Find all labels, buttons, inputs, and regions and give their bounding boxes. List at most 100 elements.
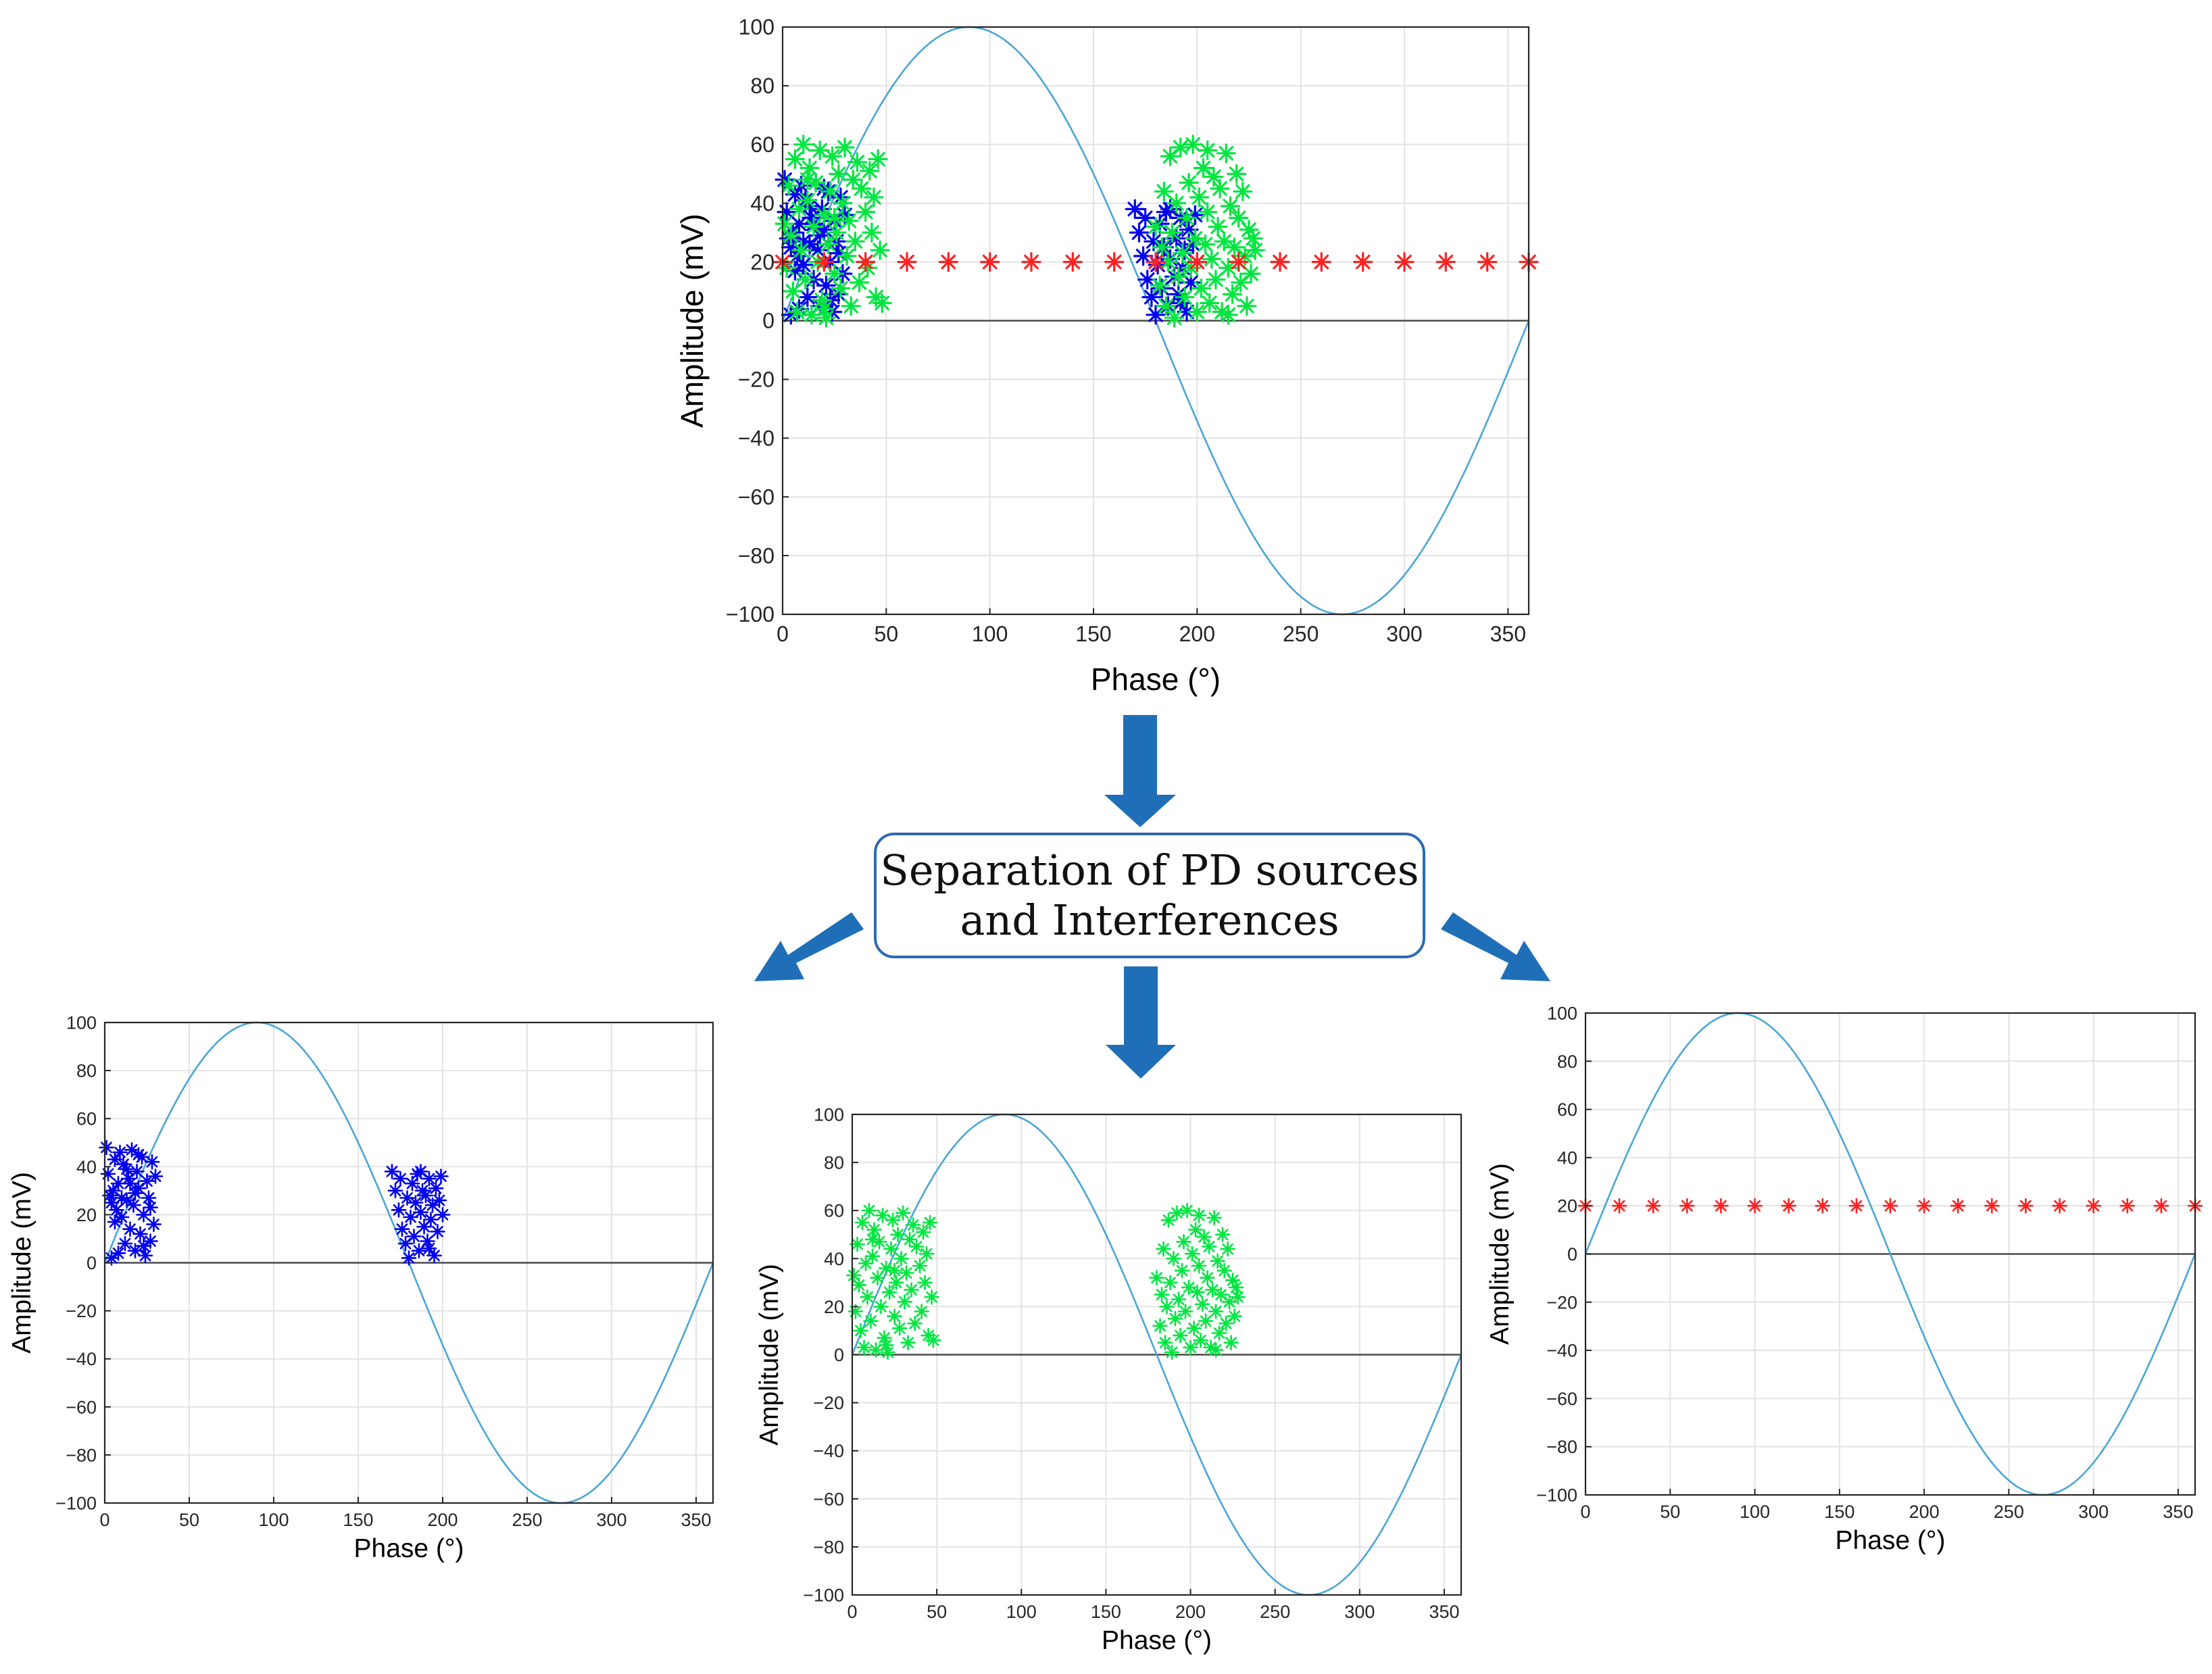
- data-point-blue: [422, 1241, 436, 1255]
- data-point-green: [871, 241, 889, 259]
- data-point-green: [1238, 297, 1256, 315]
- data-point-blue: [435, 1170, 448, 1183]
- data-point-green: [799, 171, 816, 189]
- data-point-blue: [132, 1148, 145, 1162]
- data-point-green: [857, 203, 875, 221]
- data-point-green: [900, 1266, 913, 1280]
- data-point-blue: [419, 1189, 433, 1202]
- data-point-green: [1228, 1310, 1242, 1323]
- x-tick-label: 200: [427, 1510, 458, 1530]
- data-point-green: [1234, 182, 1252, 200]
- data-point-green: [1165, 1346, 1179, 1359]
- y-tick-label: −40: [1546, 1341, 1577, 1361]
- data-point-red: [1188, 253, 1206, 271]
- data-point-green: [1244, 230, 1262, 247]
- x-tick-label: 150: [343, 1510, 373, 1530]
- data-point-green: [848, 153, 866, 171]
- y-tick-label: −60: [1546, 1389, 1577, 1409]
- data-point-red: [1646, 1199, 1660, 1212]
- data-point-red: [1064, 253, 1081, 271]
- data-point-green: [1229, 1281, 1243, 1294]
- y-tick-label: 80: [750, 74, 775, 98]
- y-tick-label: −60: [738, 485, 775, 509]
- separation-box-line-2: and Interferences: [960, 895, 1340, 945]
- data-point-green: [1147, 218, 1164, 236]
- data-point-green: [918, 1276, 932, 1289]
- data-point-green: [1202, 1240, 1216, 1254]
- y-tick-label: 40: [1557, 1148, 1577, 1168]
- data-point-blue: [433, 1193, 446, 1207]
- y-tick-label: 60: [76, 1109, 97, 1129]
- data-point-green: [863, 224, 881, 241]
- y-tick-label: −20: [1546, 1292, 1577, 1312]
- data-point-green: [1177, 1235, 1191, 1248]
- data-point-green: [1208, 1211, 1221, 1225]
- y-axis-label: Amplitude (mV): [674, 214, 710, 428]
- data-point-blue: [118, 1237, 132, 1250]
- data-point-green: [861, 162, 879, 180]
- y-tick-label: −20: [738, 368, 775, 392]
- data-point-green: [865, 189, 883, 206]
- data-point-blue: [100, 1141, 114, 1154]
- data-point-green: [1179, 1305, 1192, 1319]
- data-point-green: [1190, 189, 1208, 206]
- data-point-red: [1147, 253, 1164, 271]
- x-tick-label: 150: [1075, 622, 1111, 646]
- y-tick-label: 60: [1557, 1100, 1577, 1120]
- data-point-green: [1164, 224, 1181, 241]
- data-point-red: [1680, 1199, 1694, 1212]
- x-tick-label: 250: [1283, 622, 1319, 646]
- data-point-green: [1195, 159, 1212, 177]
- data-point-red: [939, 253, 957, 271]
- data-point-green: [1170, 268, 1187, 285]
- data-point-green: [1224, 285, 1242, 303]
- data-point-red: [981, 253, 999, 271]
- x-tick-label: 250: [512, 1510, 542, 1530]
- data-point-green: [862, 1204, 876, 1217]
- data-point-green: [815, 300, 833, 318]
- y-tick-label: 40: [76, 1157, 97, 1177]
- data-point-red: [1437, 253, 1454, 271]
- data-point-blue: [115, 1191, 128, 1205]
- data-point-red: [1884, 1199, 1897, 1212]
- x-tick-label: 150: [1824, 1502, 1854, 1522]
- data-point-green: [902, 1336, 915, 1350]
- data-point-green: [866, 1250, 879, 1263]
- data-point-green: [906, 1218, 920, 1232]
- y-tick-label: 0: [87, 1253, 97, 1273]
- data-point-green: [1219, 306, 1237, 324]
- data-point-green: [888, 1264, 902, 1277]
- data-point-green: [799, 191, 816, 209]
- y-tick-label: 0: [762, 309, 775, 333]
- y-tick-label: −20: [813, 1393, 844, 1413]
- data-point-green: [864, 1314, 878, 1328]
- data-point-green: [1232, 274, 1250, 291]
- data-point-green: [913, 1259, 927, 1273]
- data-point-red: [1985, 1199, 1998, 1212]
- data-point-green: [1157, 297, 1175, 315]
- data-point-green: [1226, 239, 1244, 256]
- data-point-green: [1221, 197, 1239, 215]
- x-tick-label: 200: [1175, 1602, 1206, 1622]
- data-point-blue: [124, 1177, 137, 1190]
- combined-pd-chart: 0 50 100 150 200 250 300 350 −100 −80 −60 −40 −20 0 20…: [674, 15, 1538, 697]
- x-tick-label: 300: [1344, 1602, 1375, 1622]
- data-point-green: [1193, 280, 1210, 297]
- x-tick-label: 100: [972, 622, 1008, 646]
- data-point-green: [838, 247, 856, 265]
- y-tick-label: 80: [76, 1061, 97, 1081]
- data-point-green: [842, 297, 860, 315]
- x-tick-label: 250: [1260, 1602, 1290, 1622]
- x-tick-label: 350: [1429, 1602, 1459, 1622]
- data-point-green: [1225, 1336, 1238, 1350]
- data-point-red: [898, 253, 916, 271]
- data-point-green: [895, 1252, 908, 1265]
- data-point-red: [815, 253, 833, 271]
- data-point-green: [836, 139, 854, 156]
- y-tick-label: 80: [1557, 1052, 1577, 1072]
- y-tick-label: −60: [66, 1397, 97, 1417]
- data-point-green: [866, 1233, 879, 1246]
- y-tick-label: 20: [1557, 1196, 1577, 1216]
- data-point-red: [1230, 253, 1248, 271]
- data-point-green: [1178, 209, 1196, 226]
